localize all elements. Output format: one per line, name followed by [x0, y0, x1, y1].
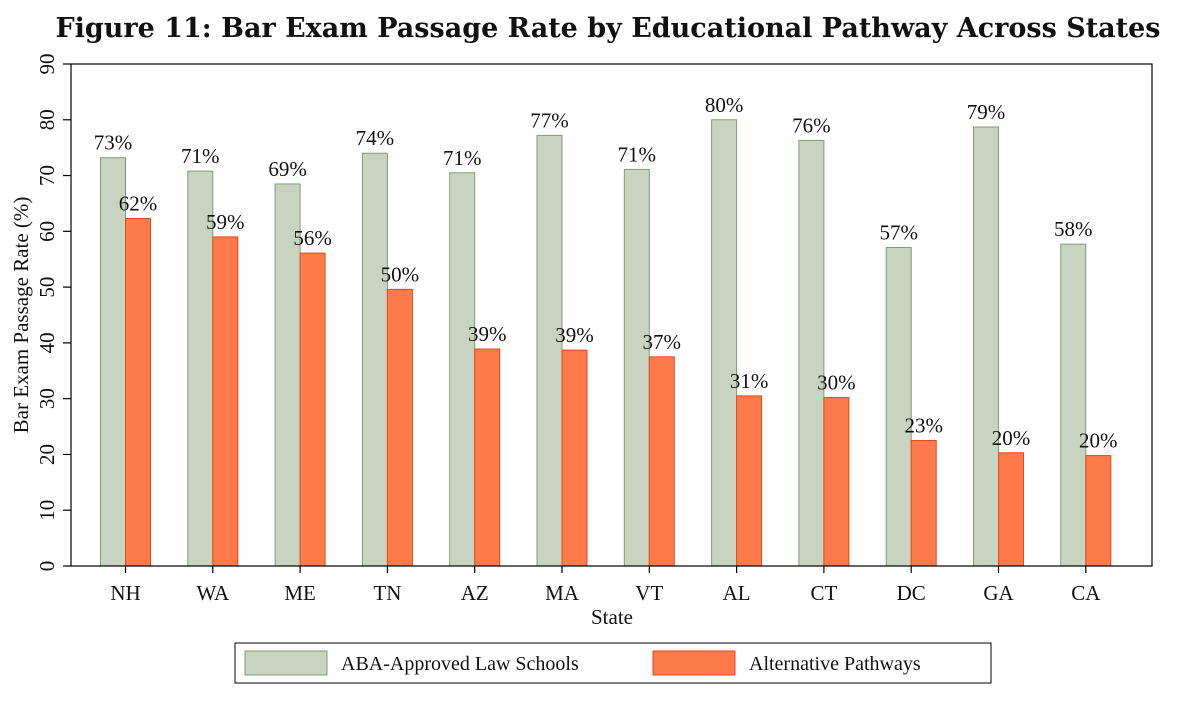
x-tick-label-al: AL: [723, 581, 751, 605]
data-label-alternative-me: 56%: [293, 226, 332, 250]
data-label-aba-ca: 58%: [1054, 217, 1093, 241]
bar-alternative-vt: [648, 356, 675, 567]
data-label-aba-az: 71%: [443, 146, 482, 170]
x-tick-label-ca: CA: [1071, 581, 1101, 605]
bar-aba-ct: [798, 139, 825, 567]
data-label-alternative-dc: 23%: [904, 414, 943, 438]
y-tick-label-30: 30: [35, 388, 59, 409]
bar-alternative-dc: [910, 440, 937, 567]
data-label-aba-vt: 71%: [618, 142, 657, 166]
legend: ABA-Approved Law Schools Alternative Pat…: [234, 642, 992, 684]
bar-alternative-ma: [561, 349, 588, 567]
bar-alternative-wa: [212, 236, 239, 567]
data-label-aba-ma: 77%: [530, 108, 569, 132]
bar-aba-ma: [536, 134, 563, 567]
data-label-alternative-nh: 62%: [119, 192, 158, 216]
data-label-aba-wa: 71%: [181, 144, 220, 168]
x-tick-label-tn: TN: [373, 581, 401, 605]
data-label-alternative-tn: 50%: [381, 262, 420, 286]
bar-aba-ga: [973, 126, 999, 567]
legend-label-aba: ABA-Approved Law Schools: [341, 653, 579, 675]
x-tick-label-dc: DC: [897, 581, 926, 605]
legend-box: [234, 642, 992, 684]
bar-alternative-az: [474, 348, 501, 567]
data-label-aba-nh: 73%: [94, 131, 133, 155]
y-tick-label-40: 40: [35, 332, 59, 353]
bar-aba-dc: [885, 247, 912, 567]
x-tick-label-az: AZ: [461, 581, 489, 605]
bar-alternative-ct: [823, 397, 850, 567]
data-label-aba-dc: 57%: [879, 221, 918, 245]
data-label-alternative-ma: 39%: [555, 323, 594, 347]
data-label-aba-al: 80%: [705, 93, 744, 117]
x-tick-label-ct: CT: [810, 581, 837, 605]
bar-aba-me: [274, 183, 301, 567]
y-axis: 0 10 20 30 40 50 60 70 80 90: [35, 54, 71, 572]
y-tick-label-90: 90: [35, 54, 59, 75]
data-label-aba-ga: 79%: [967, 100, 1006, 124]
data-label-aba-ct: 76%: [792, 113, 831, 137]
bar-alternative-ca: [1085, 455, 1112, 567]
legend-swatch-aba: [244, 650, 328, 676]
data-label-alternative-ga: 20%: [992, 426, 1031, 450]
bar-aba-vt: [623, 168, 650, 567]
bar-aba-wa: [187, 170, 214, 567]
x-tick-label-ga: GA: [983, 581, 1014, 605]
y-tick-label-50: 50: [35, 277, 59, 298]
bar-alternative-al: [736, 395, 763, 567]
data-label-alternative-az: 39%: [468, 322, 507, 346]
data-label-alternative-vt: 37%: [643, 330, 682, 354]
y-tick-label-0: 0: [35, 561, 59, 572]
bar-aba-tn: [361, 152, 388, 567]
y-tick-label-20: 20: [35, 444, 59, 465]
bar-alternative-nh: [125, 218, 151, 567]
x-tick-label-wa: WA: [196, 581, 229, 605]
y-tick-label-60: 60: [35, 221, 59, 242]
plot-frame: [70, 63, 1153, 567]
data-label-alternative-al: 31%: [730, 369, 769, 393]
x-tick-label-vt: VT: [635, 581, 663, 605]
y-tick-label-10: 10: [35, 500, 59, 521]
data-label-alternative-ca: 20%: [1079, 429, 1118, 453]
legend-swatch-alternative: [652, 650, 736, 676]
data-label-aba-me: 69%: [268, 157, 307, 181]
x-tick-label-ma: MA: [545, 581, 580, 605]
bar-alternative-tn: [386, 288, 413, 567]
data-label-aba-tn: 74%: [356, 126, 395, 150]
bar-aba-nh: [100, 157, 126, 567]
chart-title: Figure 11: Bar Exam Passage Rate by Educ…: [55, 13, 1160, 44]
bar-alternative-ga: [998, 452, 1024, 567]
x-axis: NH WA ME TN AZ MA VT AL CT DC GA CA: [110, 566, 1101, 605]
x-tick-label-me: ME: [284, 581, 316, 605]
data-label-alternative-ct: 30%: [817, 371, 856, 395]
x-tick-label-nh: NH: [110, 581, 140, 605]
bar-aba-az: [449, 172, 476, 567]
data-label-alternative-wa: 59%: [206, 210, 245, 234]
bar-alternative-me: [299, 252, 326, 567]
bars-layer: 73% 62% 71% 59% 69% 56% 74% 50% 71% 39% 77% 39% 71% 3…: [94, 93, 1118, 567]
bar-aba-ca: [1060, 243, 1087, 567]
bar-aba-al: [711, 119, 738, 567]
y-axis-label: Bar Exam Passage Rate (%): [9, 197, 33, 434]
x-axis-label: State: [591, 605, 633, 629]
y-tick-label-70: 70: [35, 165, 59, 186]
y-tick-label-80: 80: [35, 109, 59, 130]
legend-label-alternative: Alternative Pathways: [749, 653, 921, 675]
